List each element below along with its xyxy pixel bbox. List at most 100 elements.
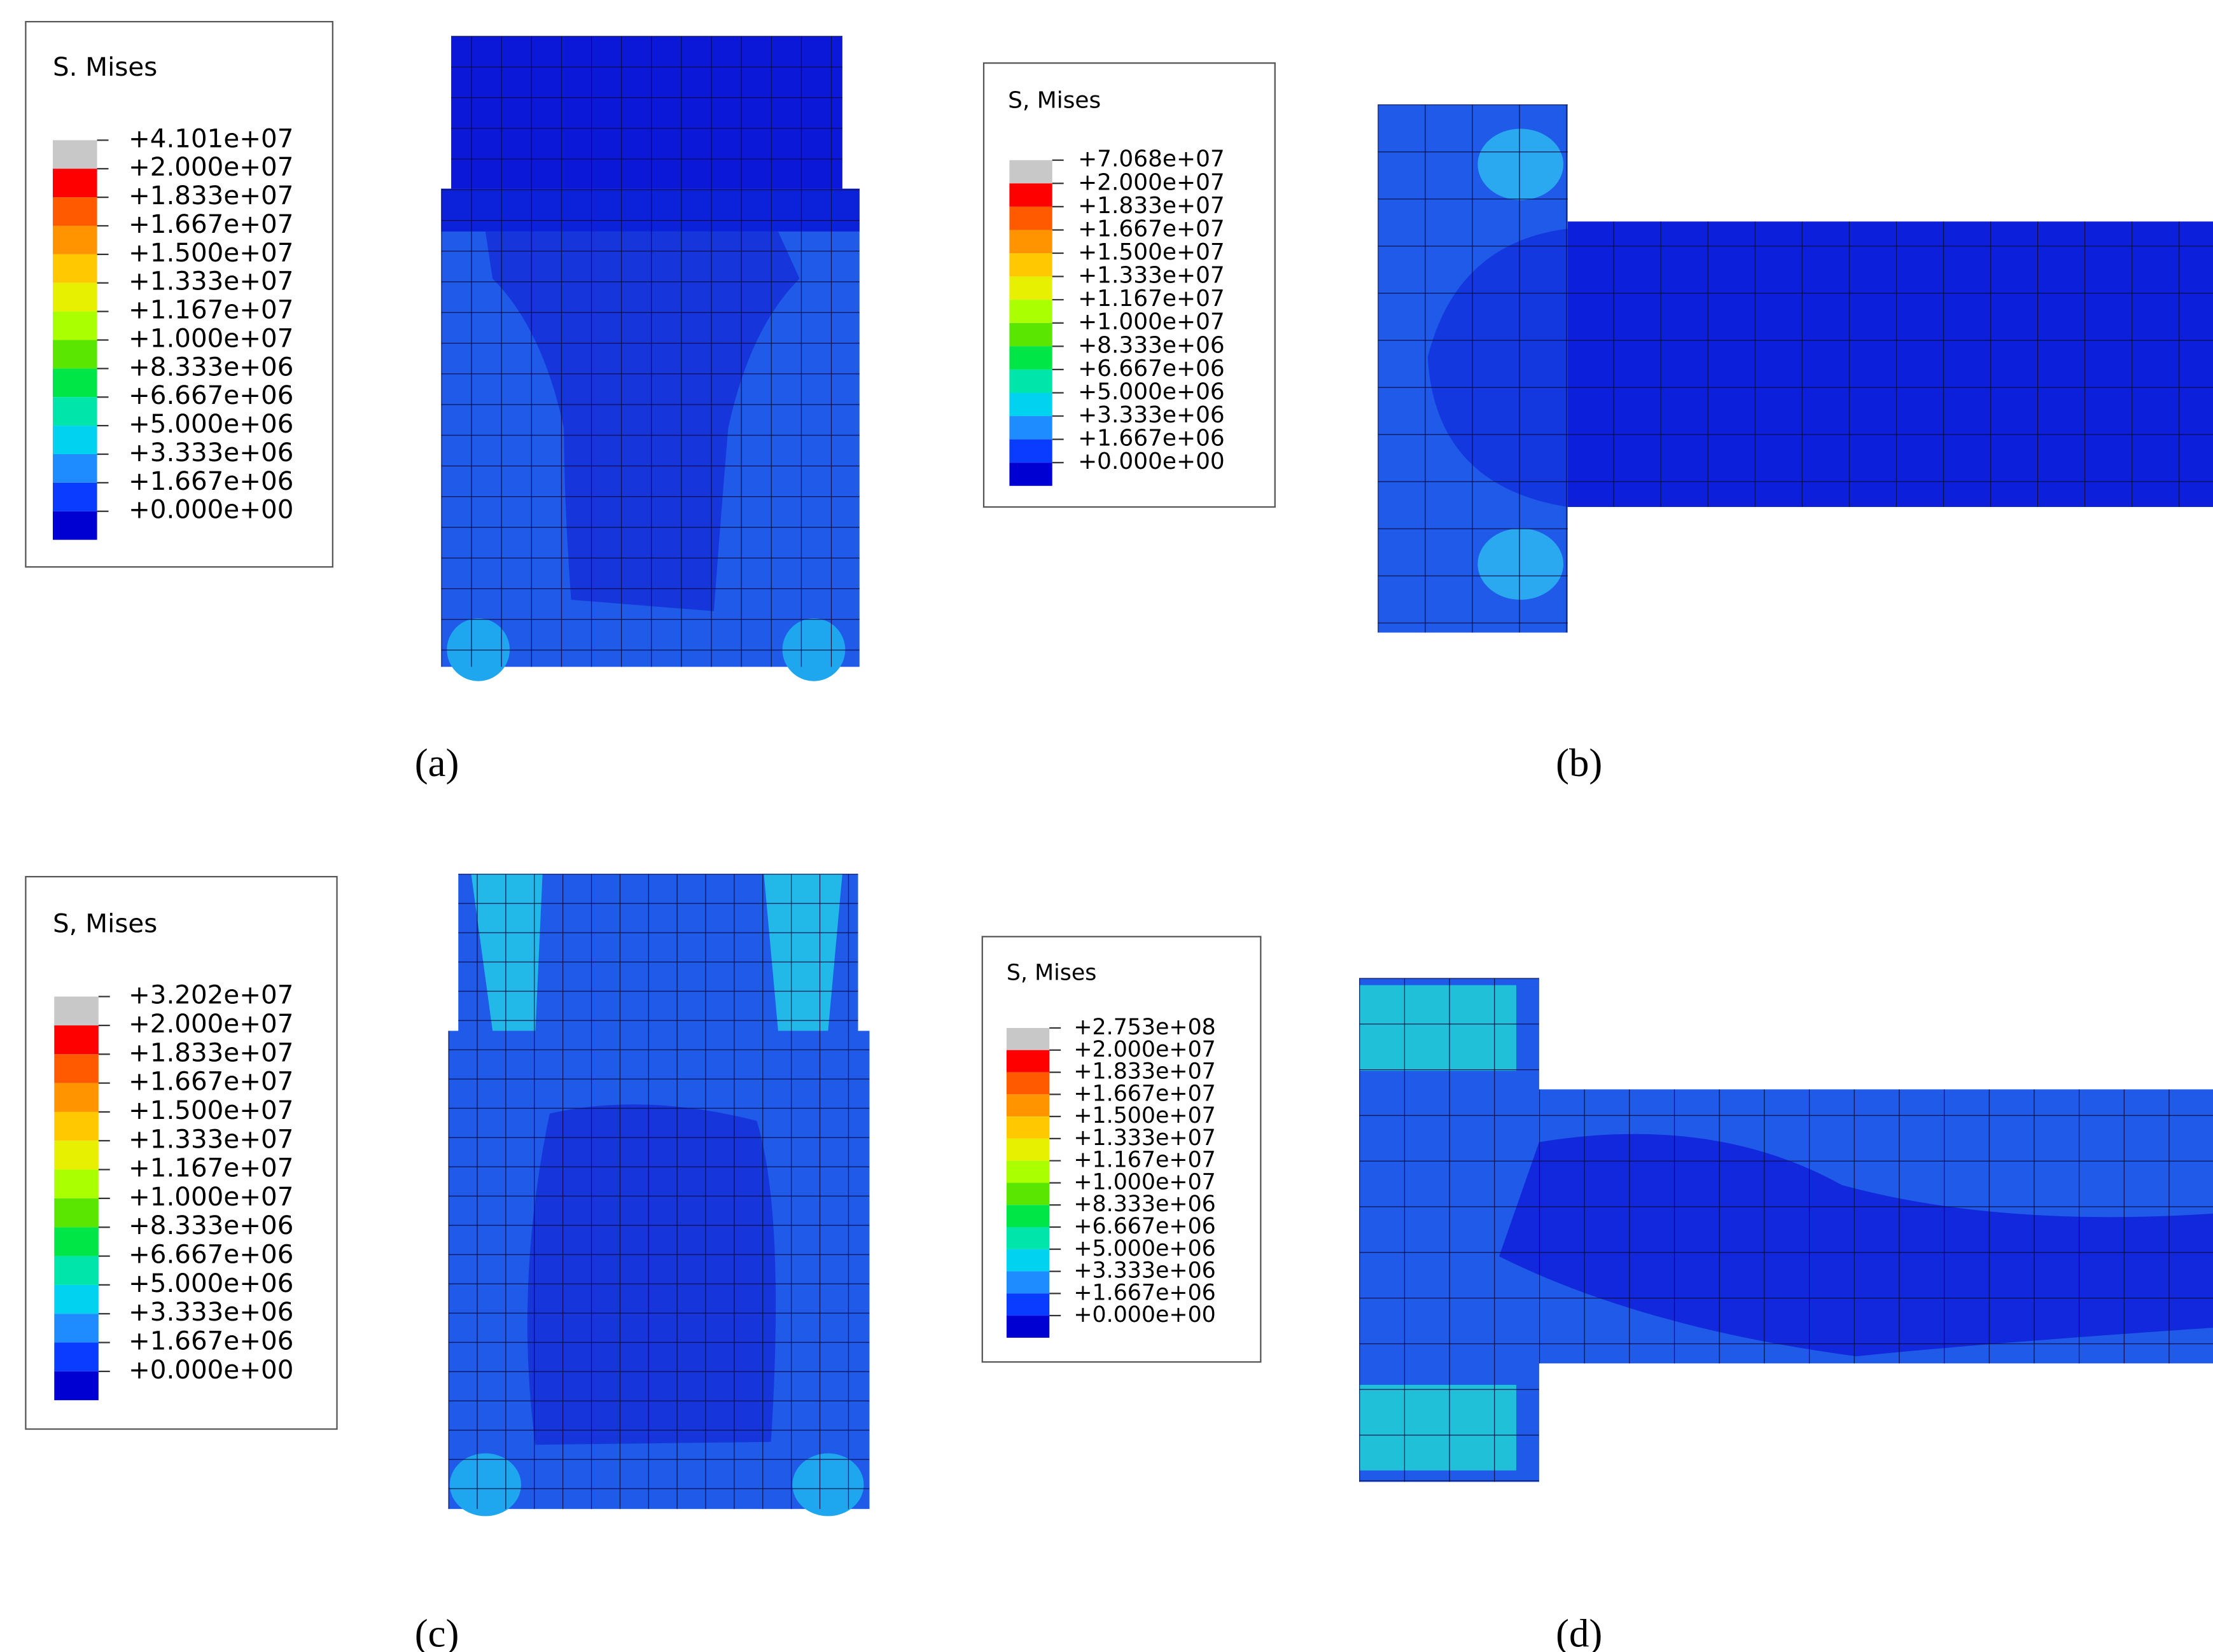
legend-label: +3.333e+06 (1078, 402, 1225, 428)
legend-label: +1.667e+07 (1073, 1081, 1215, 1106)
legend-label: +1.500e+07 (129, 1095, 293, 1125)
legend-label: +8.333e+06 (129, 1211, 293, 1240)
legend-label: +6.667e+06 (129, 380, 293, 410)
legend-label: +3.333e+06 (1073, 1258, 1215, 1284)
legend-label: +0.000e+00 (129, 1355, 293, 1385)
legend-label: +4.101e+07 (129, 123, 293, 153)
legend-title: S. Mises (53, 52, 157, 82)
legend-label: +1.833e+07 (1078, 193, 1225, 219)
legend-label: +6.667e+06 (129, 1240, 293, 1270)
legend-label: +1.333e+07 (1073, 1125, 1215, 1151)
legend-label: +5.000e+06 (129, 1268, 293, 1298)
legend-label: +1.667e+07 (129, 1067, 293, 1097)
legend-swatch (54, 1025, 99, 1055)
legend-label: +1.500e+07 (1078, 239, 1225, 265)
legend-swatch (53, 454, 97, 483)
legend-label: +1.333e+07 (1078, 263, 1225, 289)
legend-swatch (1006, 1271, 1050, 1294)
legend-swatch (1006, 1072, 1050, 1095)
legend-swatch (1006, 1227, 1050, 1249)
legend-swatch (54, 1169, 99, 1198)
legend-label: +2.000e+07 (1073, 1037, 1215, 1062)
legend-label: +1.167e+07 (1078, 286, 1225, 312)
legend-label: +1.833e+07 (129, 1038, 293, 1067)
legend-swatch (53, 482, 97, 511)
legend-label: +2.000e+07 (129, 152, 293, 182)
legend-label: +1.167e+07 (1073, 1148, 1215, 1173)
legend-label: +1.833e+07 (1073, 1059, 1215, 1085)
legend-label: +3.333e+06 (129, 438, 293, 468)
model-a (441, 36, 860, 681)
legend-swatch (54, 1342, 99, 1371)
legend-swatch (54, 1111, 99, 1141)
legend-label: +1.333e+07 (129, 267, 293, 296)
legend-swatch (1009, 253, 1052, 277)
legend-label: +1.333e+07 (129, 1124, 293, 1154)
legend-title: S, Mises (1008, 88, 1101, 114)
legend-swatch (1009, 346, 1052, 370)
legend-swatch (1009, 183, 1052, 207)
model-b (1378, 104, 2213, 633)
legend-label: +1.667e+06 (129, 1326, 293, 1356)
legend-label: +5.000e+06 (129, 409, 293, 439)
legend-label: +1.667e+06 (1078, 426, 1225, 452)
legend-label: +6.667e+06 (1078, 356, 1225, 382)
legend-swatch (54, 1227, 99, 1256)
legend-swatch (53, 197, 97, 226)
legend-swatch (1009, 230, 1052, 254)
legend-swatch (53, 311, 97, 340)
legend-label: +2.000e+07 (129, 1009, 293, 1039)
legend-label: +6.667e+06 (1073, 1214, 1215, 1239)
legend-swatch (1009, 462, 1052, 486)
legend-swatch (53, 254, 97, 283)
legend-swatch (1006, 1315, 1050, 1338)
legend-swatch (54, 996, 99, 1025)
legend-swatch (1009, 300, 1052, 323)
legend-label: +1.000e+07 (1073, 1169, 1215, 1195)
legend-swatch (54, 1198, 99, 1228)
legend-swatch (1006, 1138, 1050, 1161)
legend-label: +1.000e+07 (1078, 309, 1225, 335)
legend-label: +2.000e+07 (1078, 169, 1225, 195)
legend-swatch (54, 1314, 99, 1343)
legend-swatch (1006, 1160, 1050, 1183)
legend-label: +1.000e+07 (129, 1182, 293, 1212)
legend-swatch (54, 1371, 99, 1401)
legend-label: +1.500e+07 (1073, 1103, 1215, 1128)
legend-swatch (1009, 206, 1052, 230)
legend-label: +7.068e+07 (1078, 146, 1225, 172)
legend-title: S, Mises (53, 908, 157, 938)
legend-swatch (53, 169, 97, 198)
caption: (d) (1556, 1611, 1602, 1652)
legend-label: +1.000e+07 (129, 323, 293, 353)
legend-swatch (54, 1284, 99, 1314)
legend-label: +0.000e+00 (1073, 1302, 1215, 1328)
legend-label: +1.667e+07 (129, 209, 293, 239)
legend-swatch (1006, 1050, 1050, 1072)
legend-label: +0.000e+00 (129, 495, 293, 525)
legend-label: +8.333e+06 (1073, 1191, 1215, 1217)
legend-swatch (1009, 160, 1052, 184)
legend-swatch (1006, 1094, 1050, 1117)
legend-swatch (1009, 369, 1052, 393)
model-c (448, 873, 870, 1517)
legend-title: S, Mises (1007, 961, 1096, 986)
legend-swatch (54, 1083, 99, 1112)
legend-label: +1.667e+07 (1078, 216, 1225, 242)
legend-label: +1.833e+07 (129, 181, 293, 211)
legend-swatch (53, 397, 97, 426)
legend-label: +1.667e+06 (1073, 1280, 1215, 1305)
legend-label: +1.167e+07 (129, 295, 293, 325)
legend-swatch (1009, 392, 1052, 417)
legend-swatch (53, 225, 97, 254)
legend-label: +3.333e+06 (129, 1297, 293, 1327)
legend-label: +5.000e+06 (1073, 1236, 1215, 1261)
legend-swatch (1009, 323, 1052, 347)
legend-swatch (54, 1256, 99, 1285)
legend-swatch (1006, 1183, 1050, 1205)
legend-label: +1.167e+07 (129, 1153, 293, 1183)
legend-label: +0.000e+00 (1078, 448, 1225, 475)
legend-swatch (53, 511, 97, 540)
